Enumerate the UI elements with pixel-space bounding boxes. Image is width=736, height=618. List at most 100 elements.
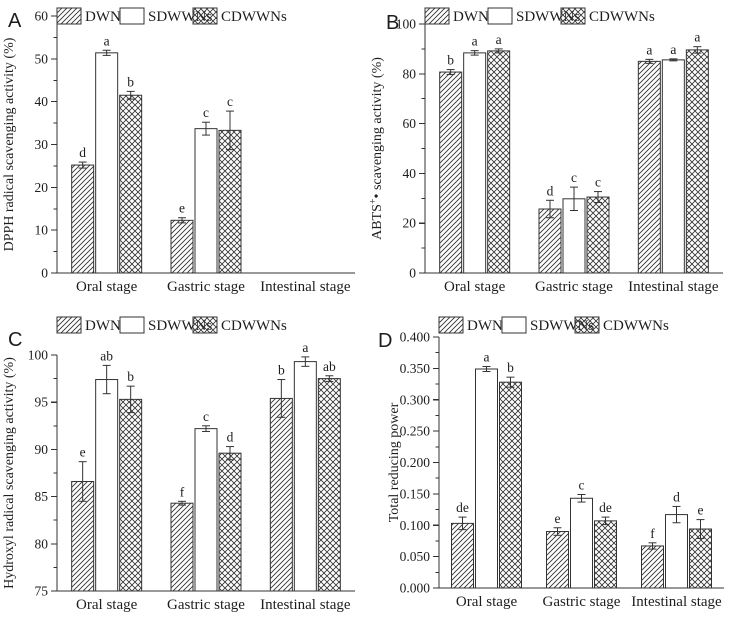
legend-swatch-cdwwns (574, 316, 600, 334)
sig-letter: de (456, 500, 469, 515)
legend-swatch-sdwwns (501, 316, 527, 334)
sig-letter: c (227, 94, 233, 109)
category-label: Gastric stage (543, 594, 621, 610)
bar-cdwwns-intestinal-stage (317, 378, 341, 592)
legend-swatch-sdwwns (119, 316, 145, 334)
y-tick-label: 20 (35, 180, 49, 195)
legend-label-dwns: DWNs (453, 9, 495, 25)
y-axis-title: ABTS+• scavenging activity (%) (368, 57, 385, 240)
y-tick-label: 0.300 (400, 392, 431, 407)
bar-dwns-oral-stage (439, 71, 463, 274)
bar-cdwwns-gastric-stage (218, 129, 242, 274)
category-label: Oral stage (456, 594, 518, 610)
bar-cdwwns-gastric-stage (586, 196, 610, 274)
sig-letter: c (203, 409, 209, 424)
y-tick-label: 0 (41, 266, 48, 281)
panel-letter: B (386, 12, 399, 34)
category-label: Intestinal stage (628, 279, 719, 295)
bar-dwns-gastric-stage (170, 219, 194, 274)
y-tick-label: 75 (35, 584, 49, 599)
bar-sdwwns-intestinal-stage (665, 514, 688, 589)
y-tick-label: 0.000 (400, 581, 431, 596)
legend-swatch-dwns (56, 7, 82, 25)
sig-letter: b (127, 74, 134, 89)
bar-dwns-gastric-stage (170, 502, 194, 592)
bar-cdwwns-gastric-stage (594, 520, 617, 589)
sig-letter: e (179, 201, 185, 216)
category-label: Oral stage (76, 279, 138, 295)
sig-letter: c (571, 170, 577, 185)
bar-dwns-gastric-stage (538, 208, 562, 274)
panel-D: D DWNs SDWWNs CDWWNs 0.000 0.050 0.100 0.150 0.2… (368, 309, 736, 618)
bar-dwns-oral-stage (71, 164, 95, 274)
sig-letter: de (599, 500, 612, 515)
category-label: Gastric stage (167, 279, 245, 295)
sig-letter: e (698, 503, 704, 518)
bar-cdwwns-gastric-stage (218, 452, 242, 592)
panel-letter: C (8, 329, 22, 351)
bar-dwns-intestinal-stage (641, 545, 664, 589)
y-tick-label: 30 (35, 137, 49, 152)
legend-label-cdwwns: CDWWNs (603, 318, 669, 334)
legend-label-cdwwns: CDWWNs (221, 9, 287, 25)
sig-letter: ab (100, 348, 113, 363)
bar-dwns-intestinal-stage (269, 397, 293, 592)
y-tick-label: 40 (35, 94, 49, 109)
y-tick-label: 100 (396, 17, 417, 32)
y-tick-label: 0.350 (400, 361, 431, 376)
category-label: Oral stage (76, 597, 138, 613)
sig-letter: a (104, 33, 110, 48)
y-tick-label: 60 (403, 116, 417, 131)
panel-B: B DWNs SDWWNs CDWWNs 0 20 40 60 80 100 ABTS+• scav… (368, 0, 736, 309)
sig-letter: a (646, 42, 652, 57)
y-tick-label: 10 (35, 223, 49, 238)
legend-swatch-dwns (424, 7, 450, 25)
bar-cdwwns-oral-stage (119, 398, 143, 592)
panel-letter: D (378, 330, 392, 352)
sig-letter: a (496, 32, 502, 47)
legend-label-cdwwns: CDWWNs (589, 9, 655, 25)
sig-letter: a (670, 42, 676, 57)
legend-swatch-cdwwns (192, 7, 218, 25)
y-tick-label: 0.250 (400, 424, 431, 439)
y-tick-label: 0.200 (400, 455, 431, 470)
sig-letter: c (579, 478, 585, 493)
y-tick-label: 85 (35, 489, 49, 504)
panel-letter: A (8, 10, 22, 32)
bar-sdwwns-oral-stage (475, 368, 498, 589)
sig-letter: a (472, 34, 478, 49)
bar-sdwwns-oral-stage (95, 52, 119, 274)
sig-letter: ab (323, 359, 336, 374)
legend-label-dwns: DWNs (85, 318, 127, 334)
bar-cdwwns-intestinal-stage (685, 49, 709, 274)
sig-letter: f (650, 526, 655, 541)
bar-sdwwns-oral-stage (95, 379, 119, 592)
sig-letter: d (79, 145, 86, 160)
sig-letter: f (180, 484, 185, 499)
y-tick-label: 60 (35, 9, 49, 24)
bar-cdwwns-oral-stage (119, 94, 143, 274)
category-label: Gastric stage (535, 279, 613, 295)
sig-letter: a (694, 30, 700, 45)
y-tick-label: 90 (35, 442, 49, 457)
y-axis-title: Total reducing power (387, 402, 402, 522)
y-tick-label: 40 (403, 166, 417, 181)
category-label: Intestinal stage (260, 279, 351, 295)
y-tick-label: 100 (28, 348, 49, 363)
y-tick-label: 0.100 (400, 518, 431, 533)
bar-cdwwns-oral-stage (487, 50, 511, 274)
sig-letter: e (555, 511, 561, 526)
bar-cdwwns-oral-stage (499, 381, 522, 589)
sig-letter: e (80, 445, 86, 460)
bar-sdwwns-intestinal-stage (661, 59, 685, 274)
y-axis-title: DPPH radical scavenging activity (%) (2, 37, 17, 251)
y-tick-label: 0.400 (400, 330, 431, 345)
y-tick-label: 95 (35, 395, 49, 410)
sig-letter: d (547, 183, 554, 198)
sig-letter: a (302, 340, 308, 355)
